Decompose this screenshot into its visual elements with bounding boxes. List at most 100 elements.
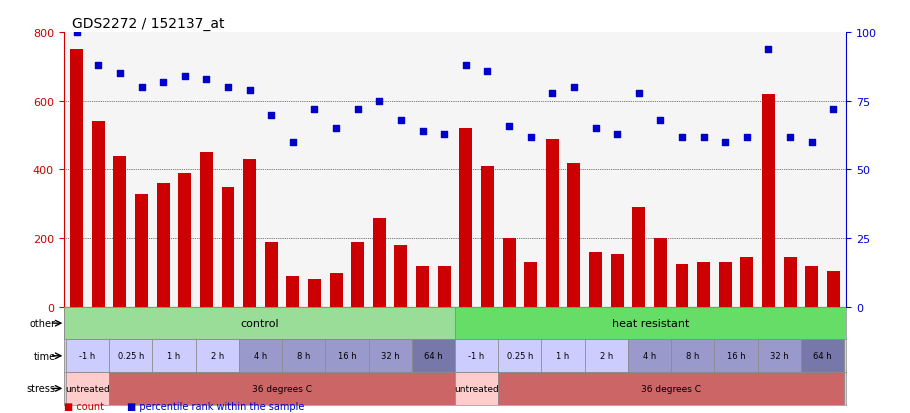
Point — [783, 134, 797, 140]
Bar — [460, 129, 472, 307]
Text: 64 h: 64 h — [424, 351, 442, 361]
Bar — [719, 263, 732, 307]
Point — [480, 68, 495, 75]
Point — [804, 139, 819, 146]
Text: 1 h: 1 h — [557, 351, 570, 361]
Text: 0.25 h: 0.25 h — [117, 351, 144, 361]
Text: 16 h: 16 h — [338, 351, 356, 361]
Point — [199, 76, 214, 83]
Bar — [351, 242, 364, 307]
Bar — [568, 163, 581, 307]
Bar — [827, 271, 840, 307]
Bar — [373, 218, 386, 307]
Point — [761, 46, 775, 53]
Point — [113, 71, 127, 78]
Text: other: other — [30, 318, 56, 328]
Text: ■ percentile rank within the sample: ■ percentile rank within the sample — [127, 401, 305, 411]
FancyBboxPatch shape — [64, 307, 455, 339]
Bar — [502, 239, 516, 307]
Point — [437, 131, 451, 138]
Text: 8 h: 8 h — [297, 351, 310, 361]
Bar — [92, 122, 105, 307]
Bar — [611, 254, 623, 307]
FancyBboxPatch shape — [411, 339, 455, 372]
Bar — [675, 264, 689, 307]
FancyBboxPatch shape — [714, 339, 758, 372]
Point — [156, 79, 170, 85]
Bar — [546, 139, 559, 307]
Bar — [741, 257, 753, 307]
Bar — [416, 266, 429, 307]
Point — [308, 107, 322, 113]
FancyBboxPatch shape — [801, 339, 844, 372]
Text: 36 degrees C: 36 degrees C — [642, 384, 702, 393]
Text: -1 h: -1 h — [79, 351, 96, 361]
Point — [459, 63, 473, 69]
Bar — [697, 263, 710, 307]
Point — [588, 126, 602, 132]
Bar — [114, 157, 126, 307]
FancyBboxPatch shape — [66, 339, 109, 372]
FancyBboxPatch shape — [499, 339, 541, 372]
Text: 4 h: 4 h — [254, 351, 267, 361]
Bar — [589, 252, 602, 307]
Point — [826, 107, 841, 113]
FancyBboxPatch shape — [455, 372, 499, 405]
Text: 32 h: 32 h — [770, 351, 789, 361]
Point — [415, 128, 430, 135]
Text: 2 h: 2 h — [210, 351, 224, 361]
Text: 1 h: 1 h — [167, 351, 180, 361]
Point — [135, 85, 149, 91]
FancyBboxPatch shape — [455, 307, 846, 339]
FancyBboxPatch shape — [455, 339, 499, 372]
FancyBboxPatch shape — [672, 339, 714, 372]
Text: 16 h: 16 h — [727, 351, 745, 361]
Text: 0.25 h: 0.25 h — [507, 351, 533, 361]
Point — [718, 139, 733, 146]
Point — [567, 85, 581, 91]
FancyBboxPatch shape — [499, 372, 844, 405]
Point — [286, 139, 300, 146]
FancyBboxPatch shape — [152, 339, 196, 372]
Bar — [524, 263, 537, 307]
Point — [610, 131, 624, 138]
Point — [394, 117, 409, 124]
Point — [221, 85, 236, 91]
Bar — [805, 266, 818, 307]
Text: 64 h: 64 h — [814, 351, 832, 361]
Point — [264, 112, 278, 119]
Bar — [308, 280, 321, 307]
Point — [545, 90, 560, 97]
FancyBboxPatch shape — [369, 339, 411, 372]
Bar — [632, 208, 645, 307]
Bar — [221, 187, 235, 307]
Point — [177, 74, 192, 80]
Bar — [287, 276, 299, 307]
Point — [501, 123, 516, 130]
Text: 32 h: 32 h — [380, 351, 399, 361]
Bar — [135, 194, 148, 307]
Bar — [265, 242, 278, 307]
Text: ■ count: ■ count — [64, 401, 104, 411]
Bar — [784, 257, 796, 307]
Point — [740, 134, 754, 140]
Point — [523, 134, 538, 140]
Text: time: time — [34, 351, 56, 361]
Bar — [200, 153, 213, 307]
Point — [653, 117, 668, 124]
Text: untreated: untreated — [66, 384, 110, 393]
Point — [69, 30, 84, 36]
Bar — [243, 160, 256, 307]
Point — [329, 126, 343, 132]
Bar — [394, 245, 408, 307]
Point — [632, 90, 646, 97]
Text: 2 h: 2 h — [600, 351, 613, 361]
FancyBboxPatch shape — [109, 372, 455, 405]
Text: heat resistant: heat resistant — [612, 318, 690, 328]
Text: 4 h: 4 h — [643, 351, 656, 361]
FancyBboxPatch shape — [238, 339, 282, 372]
FancyBboxPatch shape — [282, 339, 325, 372]
FancyBboxPatch shape — [628, 339, 672, 372]
Text: 8 h: 8 h — [686, 351, 700, 361]
Point — [372, 98, 387, 105]
